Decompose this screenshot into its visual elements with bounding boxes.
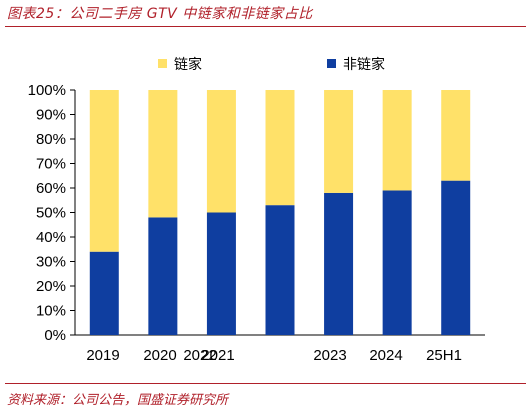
figure-title: 图表25：公司二手房 GTV 中链家和非链家占比: [7, 6, 313, 22]
bar-segment: [324, 90, 354, 193]
y-tick-label: 10%: [36, 303, 66, 320]
x-tick-label: 2019: [86, 347, 119, 364]
y-tick-label: 40%: [36, 229, 66, 246]
y-tick-labels: 0% 10% 20% 30% 40% 50% 60% 70% 80% 90% 100%: [28, 82, 66, 344]
y-tick-label: 60%: [36, 180, 66, 197]
bar-segment: [265, 205, 295, 335]
y-tick-label: 30%: [36, 254, 66, 271]
bar-segment: [206, 90, 236, 213]
bar-segment: [441, 180, 471, 335]
legend-label: 非链家: [343, 56, 385, 73]
legend-swatch: [327, 59, 336, 68]
y-tick-label: 90%: [36, 107, 66, 124]
x-tick-label: 2022: [183, 347, 216, 364]
y-tick-label: 80%: [36, 131, 66, 148]
x-tick-label: 2020: [143, 347, 176, 364]
bar-segment: [324, 192, 354, 335]
source-note: 资料来源：公司公告，国盛证券研究所: [7, 393, 229, 408]
x-tick-label: 25H1: [426, 347, 462, 364]
bars: [89, 90, 471, 335]
bar-segment: [89, 251, 119, 335]
bar-segment: [89, 90, 119, 252]
legend-label: 链家: [174, 56, 202, 73]
x-tick-label: 2023: [313, 347, 346, 364]
bar-segment: [148, 217, 178, 335]
bar-segment: [206, 212, 236, 335]
source-divider: [5, 383, 526, 384]
y-tick-label: 0%: [44, 327, 66, 344]
title-divider: [5, 26, 526, 27]
bar-segment: [382, 90, 412, 191]
y-tick-label: 20%: [36, 278, 66, 295]
bar-segment: [265, 90, 295, 206]
bar-segment: [382, 190, 412, 335]
legend-swatch: [158, 59, 167, 68]
y-tick-label: 50%: [36, 205, 66, 222]
x-tick-label: 2024: [369, 347, 402, 364]
y-tick-label: 100%: [28, 82, 66, 99]
x-tick-label: 2021: [201, 347, 234, 364]
y-tick-label: 70%: [36, 156, 66, 173]
legend: 链家 非链家: [158, 56, 385, 73]
bar-segment: [441, 90, 471, 181]
bar-segment: [148, 90, 178, 218]
